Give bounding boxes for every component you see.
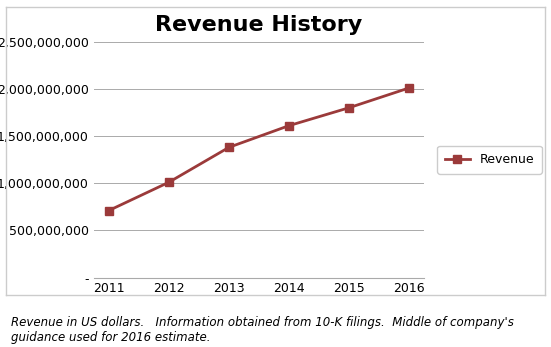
Revenue <box>346 105 353 110</box>
Text: Revenue in US dollars.   Information obtained from 10-K filings.  Middle of comp: Revenue in US dollars. Information obtai… <box>11 315 514 344</box>
Revenue <box>406 86 413 90</box>
Revenue <box>225 145 232 150</box>
Revenue <box>286 124 293 128</box>
Legend: Revenue: Revenue <box>437 146 542 174</box>
Line: Revenue: Revenue <box>105 84 413 215</box>
Revenue <box>105 209 112 213</box>
Revenue <box>165 180 172 184</box>
Title: Revenue History: Revenue History <box>155 15 363 35</box>
